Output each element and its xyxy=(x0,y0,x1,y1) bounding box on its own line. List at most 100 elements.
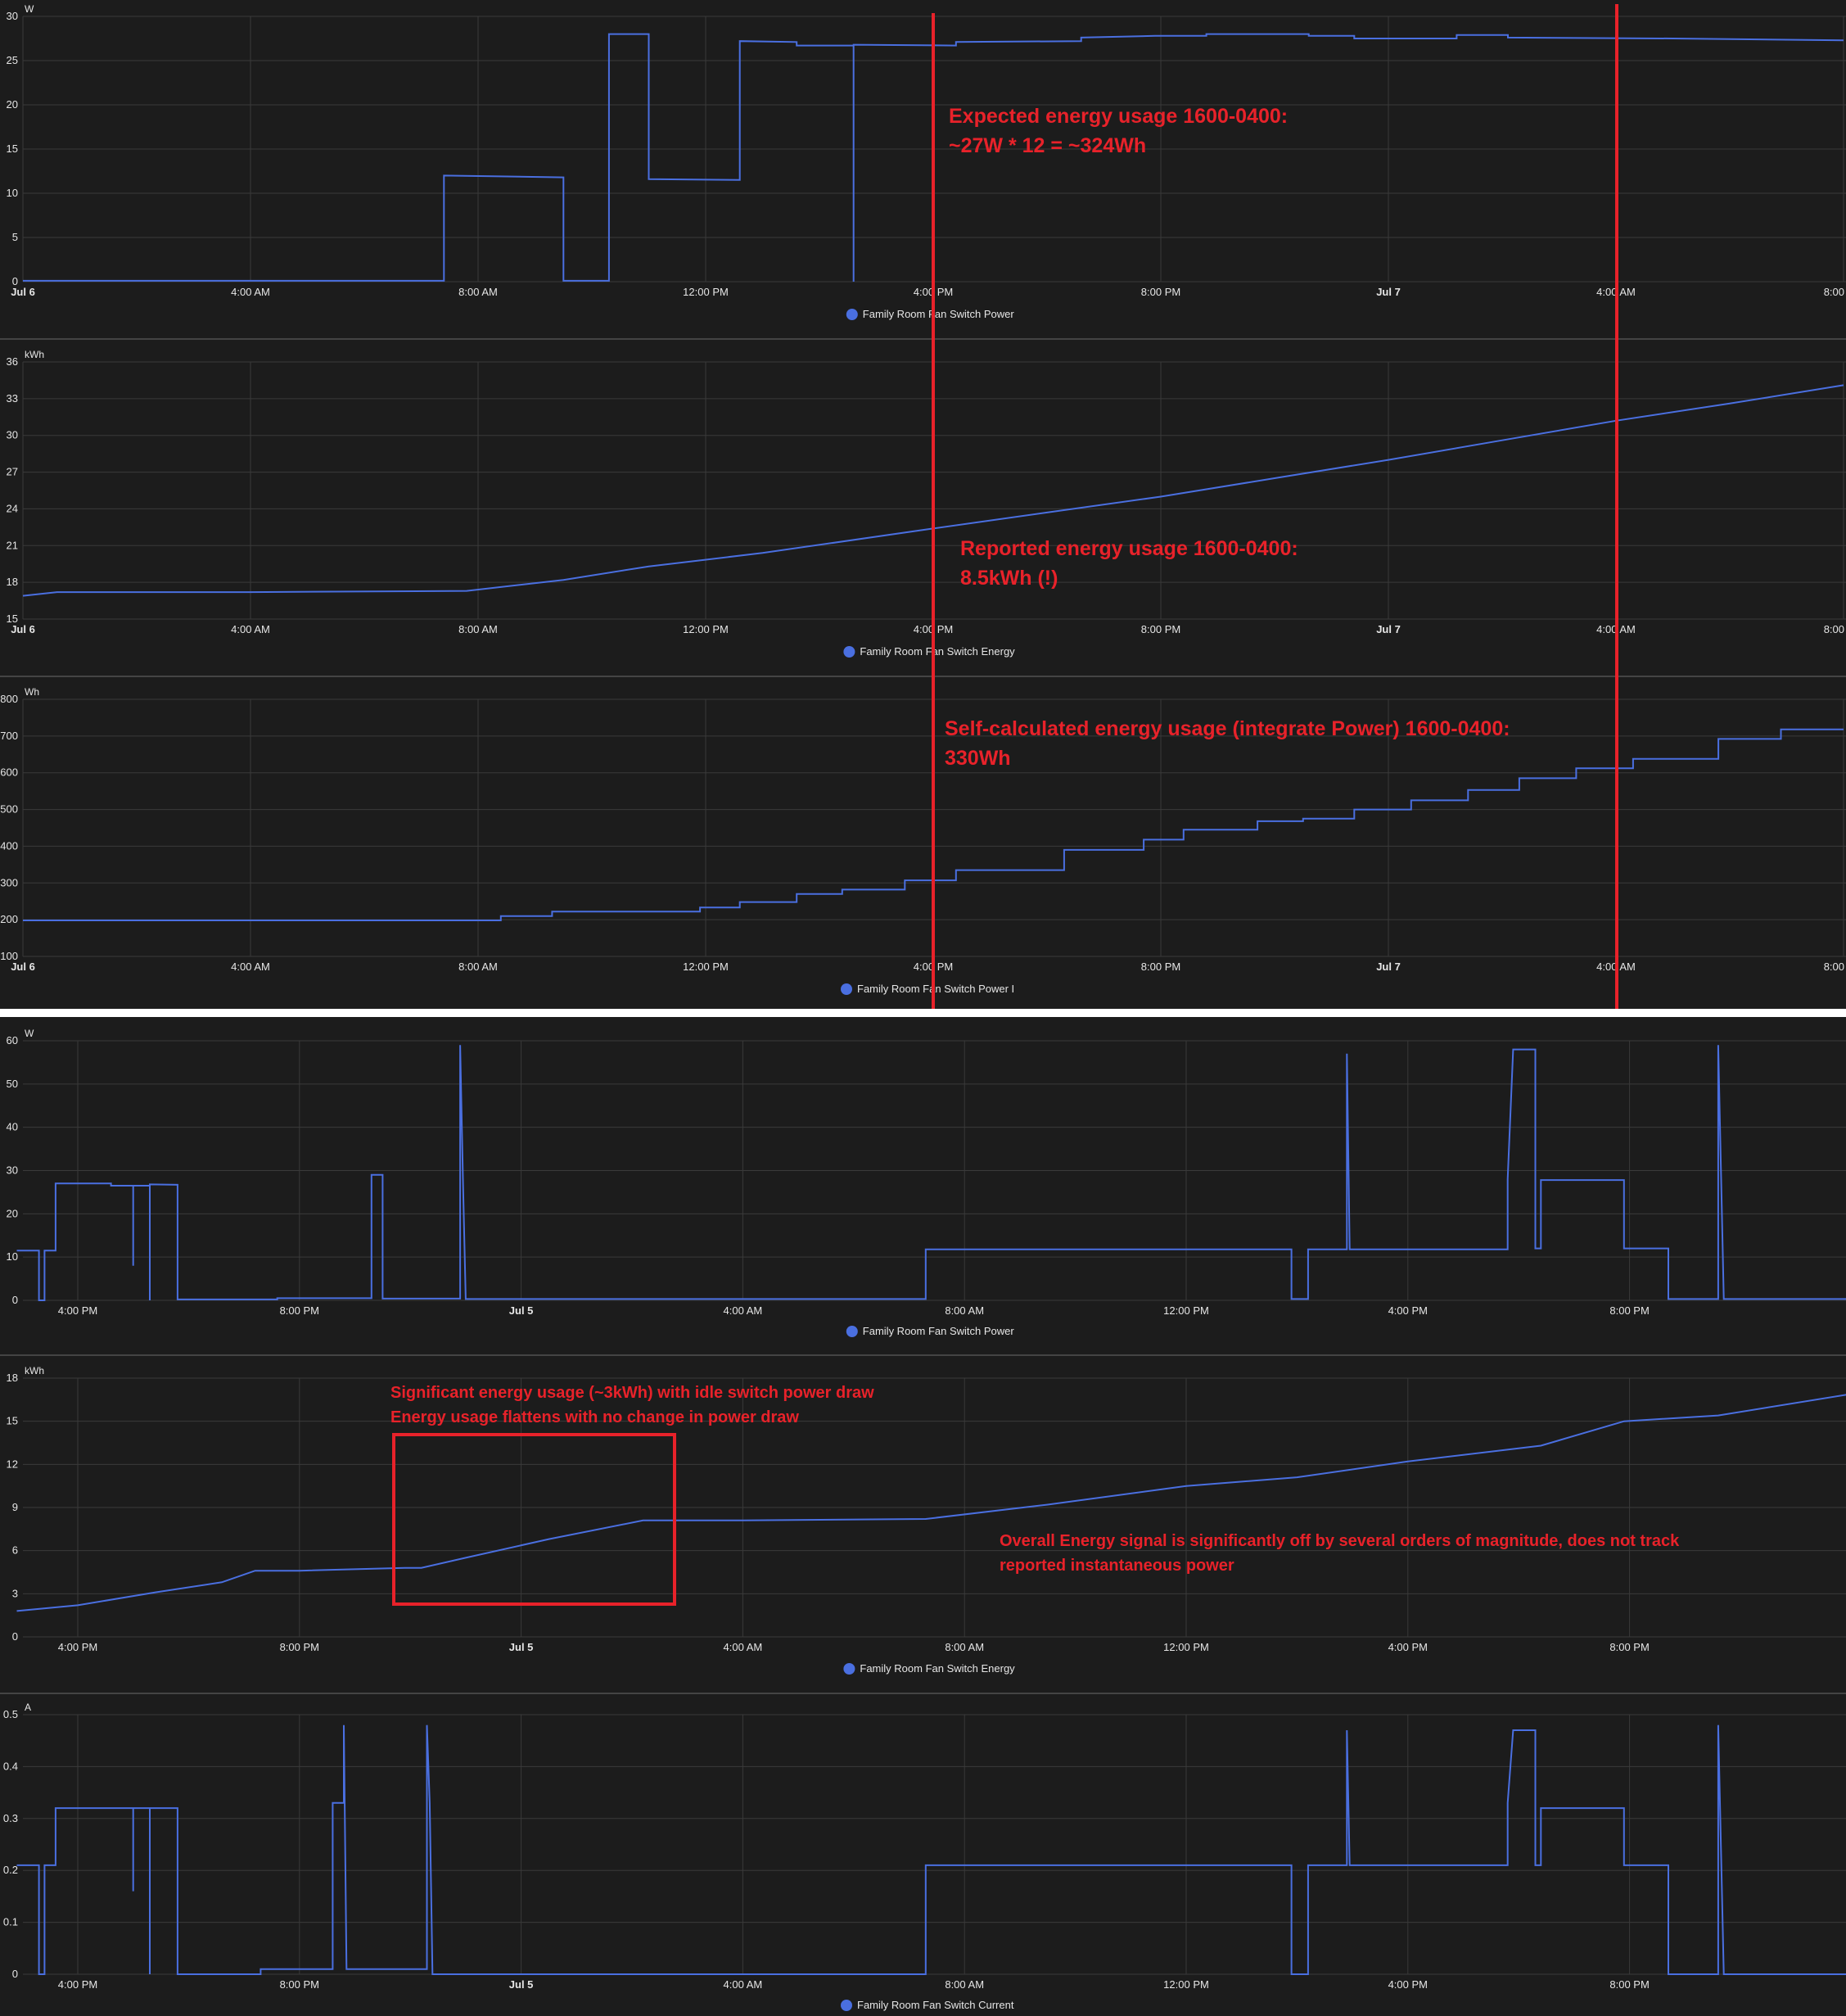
chart-panel-5: 0 3 6 9 12 15 18 kWh 4:00 PM 8:00 PM Jul 5 4:00 AM 8… xyxy=(7,1365,1846,1675)
annotation-reported-line2: 8.5kWh (!) xyxy=(960,567,1058,590)
y-tick-label: 10 xyxy=(7,187,18,199)
annotation-overall-line1: Overall Energy signal is significantly o… xyxy=(1000,1532,1680,1550)
x-tick-label: Jul 6 xyxy=(11,961,35,973)
y-unit-label: W xyxy=(25,1028,34,1039)
y-tick-label: 21 xyxy=(7,539,18,551)
x-tick-label: 12:00 PM xyxy=(1163,1304,1209,1317)
chart-panel-6: 0 0.1 0.2 0.3 0.4 0.5 A 4:00 PM 8:00 PM Jul 5 4:00… xyxy=(3,1702,1846,2011)
x-tick-label: 12:00 PM xyxy=(1163,1978,1209,1991)
annotation-overall-line2: reported instantaneous power xyxy=(1000,1557,1234,1575)
y-tick-label: 24 xyxy=(7,502,18,514)
y-tick-label: 60 xyxy=(7,1034,18,1046)
y-tick-label: 33 xyxy=(7,392,18,405)
annotation-selfcalc-line1: Self-calculated energy usage (integrate … xyxy=(945,717,1510,740)
legend-marker xyxy=(841,2000,852,2011)
legend-label: Family Room Fan Switch Power xyxy=(863,308,1015,320)
y-tick-label: 0 xyxy=(12,275,18,287)
y-unit-label: kWh xyxy=(25,349,44,360)
x-tick-label: 12:00 PM xyxy=(683,961,729,973)
y-tick-label: 0 xyxy=(12,1294,18,1306)
x-tick-label: Jul 5 xyxy=(509,1641,534,1653)
y-tick-label: 3 xyxy=(12,1587,18,1599)
x-tick-label: Jul 5 xyxy=(509,1978,534,1991)
chart-panel-3: 100 200 300 400 500 600 700 800 Wh Jul 6 4:00 AM 8:… xyxy=(0,686,1846,995)
y-unit-label: kWh xyxy=(25,1365,44,1376)
x-tick-label: Jul 7 xyxy=(1376,961,1401,973)
x-tick-label: 8:00 AM xyxy=(945,1641,984,1653)
y-unit-label: Wh xyxy=(25,686,39,698)
y-tick-label: 0.5 xyxy=(3,1708,18,1720)
y-tick-label: 0.3 xyxy=(3,1812,18,1824)
legend-marker xyxy=(846,1326,858,1337)
x-tick-label: 8:00 PM xyxy=(1141,286,1180,298)
legend-label: Family Room Fan Switch Current xyxy=(857,1999,1014,2011)
y-tick-label: 15 xyxy=(7,612,18,625)
legend-label: Family Room Fan Switch Power I xyxy=(857,983,1014,995)
annotation-idle-line1: Significant energy usage (~3kWh) with id… xyxy=(390,1384,874,1402)
y-tick-label: 5 xyxy=(12,231,18,243)
y-tick-label: 0.4 xyxy=(3,1760,18,1772)
x-tick-label: 8:00 PM xyxy=(1609,1304,1649,1317)
x-tick-label: 4:00 PM xyxy=(1388,1978,1428,1991)
series-line xyxy=(23,33,1844,282)
series-line xyxy=(16,1394,1846,1612)
x-tick-label: 12:00 PM xyxy=(683,623,729,635)
x-tick-label: 4:00 AM xyxy=(724,1978,763,1991)
highlight-box xyxy=(392,1433,676,1606)
x-tick-label: 8:00 PM xyxy=(280,1641,319,1653)
y-tick-label: 800 xyxy=(0,693,18,705)
series-line xyxy=(16,1045,1846,1301)
y-tick-label: 0.1 xyxy=(3,1916,18,1928)
y-tick-label: 10 xyxy=(7,1250,18,1263)
y-tick-label: 27 xyxy=(7,466,18,478)
x-tick-label: Jul 7 xyxy=(1376,286,1401,298)
legend-marker xyxy=(843,1663,855,1675)
y-tick-label: 18 xyxy=(7,1372,18,1384)
x-tick-label: 8:00 PM xyxy=(1609,1978,1649,1991)
annotation-expected-line1: Expected energy usage 1600-0400: xyxy=(949,105,1288,128)
series-line xyxy=(22,384,1844,597)
legend-marker xyxy=(841,983,852,995)
x-tick-label: 4:00 AM xyxy=(231,623,270,635)
y-tick-label: 25 xyxy=(7,54,18,66)
chart-panel-1: 0 5 10 15 20 25 30 W Jul 6 4:00 AM 8:00 AM 12:00 PM… xyxy=(7,3,1846,320)
y-tick-label: 400 xyxy=(0,839,18,852)
legend-label: Family Room Fan Switch Energy xyxy=(860,1662,1015,1675)
x-tick-label: 4:00 PM xyxy=(1388,1304,1428,1317)
x-tick-label: 12:00 PM xyxy=(683,286,729,298)
y-tick-label: 0.2 xyxy=(3,1864,18,1876)
x-tick-label: 12:00 PM xyxy=(1163,1641,1209,1653)
annotation-idle-line2: Energy usage flattens with no change in … xyxy=(390,1408,799,1426)
legend-marker xyxy=(846,309,858,320)
y-tick-label: 500 xyxy=(0,803,18,816)
annotation-expected-line2: ~27W * 12 = ~324Wh xyxy=(949,134,1146,157)
x-tick-label: Jul 5 xyxy=(509,1304,534,1317)
y-tick-label: 30 xyxy=(7,429,18,441)
legend-label: Family Room Fan Switch Energy xyxy=(860,645,1015,658)
y-unit-label: A xyxy=(25,1702,31,1713)
y-tick-label: 100 xyxy=(0,950,18,962)
y-tick-label: 300 xyxy=(0,876,18,888)
y-tick-label: 30 xyxy=(7,10,18,22)
chart-panel-2: 15 18 21 24 27 30 33 36 kWh Jul 6 4:00 AM 8:00 AM 12… xyxy=(7,349,1846,658)
y-tick-label: 50 xyxy=(7,1078,18,1090)
x-tick-label: 8:00 PM xyxy=(280,1978,319,1991)
y-tick-label: 30 xyxy=(7,1164,18,1177)
x-tick-label: Jul 6 xyxy=(11,286,35,298)
y-tick-label: 700 xyxy=(0,730,18,742)
x-tick-label: 8:00 AM xyxy=(458,961,498,973)
series-line xyxy=(23,728,1844,921)
y-tick-label: 200 xyxy=(0,913,18,925)
y-tick-label: 20 xyxy=(7,1207,18,1219)
x-tick-label: 8:00 xyxy=(1824,286,1844,298)
y-tick-label: 600 xyxy=(0,766,18,779)
annotation-reported-line1: Reported energy usage 1600-0400: xyxy=(960,537,1298,560)
y-tick-label: 20 xyxy=(7,98,18,111)
screenshot-separator xyxy=(0,1009,1846,1017)
legend-marker xyxy=(843,646,855,658)
x-tick-label: 8:00 PM xyxy=(280,1304,319,1317)
x-tick-label: 8:00 AM xyxy=(458,286,498,298)
annotation-selfcalc-line2: 330Wh xyxy=(945,747,1011,770)
y-tick-label: 36 xyxy=(7,355,18,368)
y-tick-label: 15 xyxy=(7,142,18,155)
